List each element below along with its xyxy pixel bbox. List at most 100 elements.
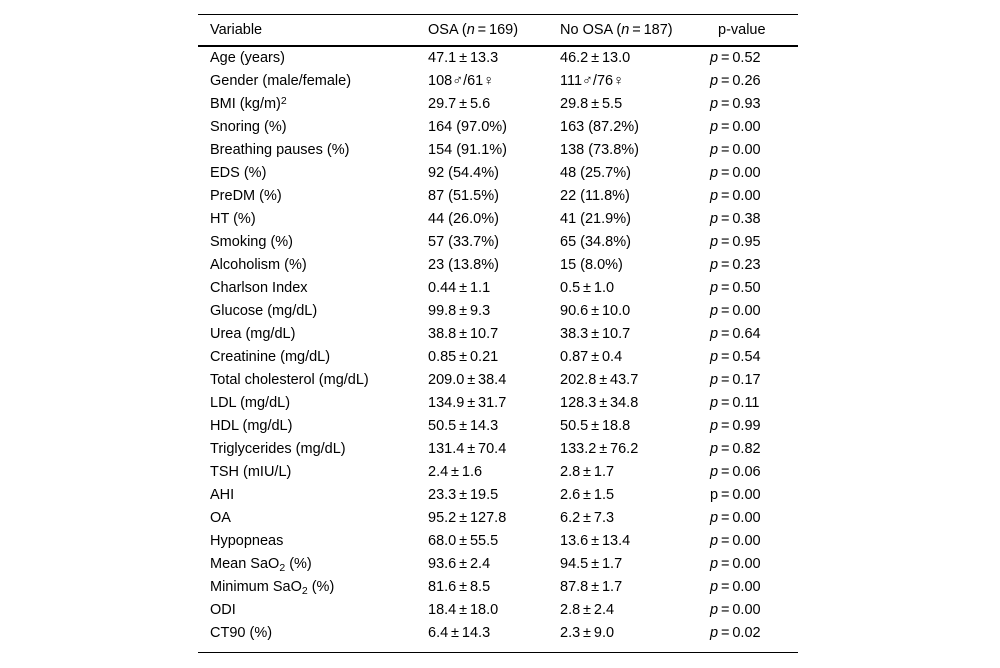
p-value-cell: p = 0.00	[710, 484, 798, 507]
table-row: Breathing pauses (%) 154 (91.1%) 138 (73.8…	[198, 139, 798, 162]
variable-label: Snoring (%)	[210, 119, 287, 135]
table-row: Hypopneas 68.0 ± 55.5 13.6 ± 13.4 p = 0.00	[198, 530, 798, 553]
p-number: = 0.00	[718, 602, 761, 618]
no-osa-value-cell: 50.5 ± 18.8	[560, 418, 631, 434]
no-osa-value-cell: 87.8 ± 1.7	[560, 579, 623, 595]
variable-label-suffix: (%)	[285, 556, 312, 572]
p-value-cell: p = 0.82	[710, 438, 798, 461]
table-body: Age (years) 47.1 ± 13.3 46.2 ± 13.0 p = 0.5…	[198, 46, 798, 653]
p-number: = 0.00	[718, 165, 761, 181]
variable-label: HT (%)	[210, 211, 256, 227]
no-osa-value-cell: 2.8 ± 2.4	[560, 602, 615, 618]
no-osa-value-cell: 65 (34.8%)	[560, 234, 631, 250]
no-osa-value-cell: 38.3 ± 10.7	[560, 326, 631, 342]
p-number: = 0.00	[718, 533, 761, 549]
no-osa-value-cell: 15 (8.0%)	[560, 257, 623, 273]
no-osa-value-cell: 0.87 ± 0.4	[560, 349, 623, 365]
table-row: Gender (male/female) 108♂/61♀ 111♂/76♀ p = …	[198, 70, 798, 93]
p-number: = 0.00	[718, 579, 761, 595]
no-osa-value-cell: 2.8 ± 1.7	[560, 464, 615, 480]
variable-cell: Minimum SaO2 (%)	[198, 576, 428, 599]
variable-cell: BMI (kg/m)2	[198, 93, 428, 116]
variable-label: Age (years)	[210, 50, 285, 66]
osa-value-cell: 23 (13.8%)	[428, 257, 499, 273]
p-number: = 0.00	[718, 142, 761, 158]
osa-value-cell: 131.4 ± 70.4	[428, 441, 507, 457]
no-osa-value-cell: 6.2 ± 7.3	[560, 510, 615, 526]
variable-cell: Snoring (%)	[198, 116, 428, 139]
p-number: = 0.64	[718, 326, 761, 342]
osa-value-cell: 93.6 ± 2.4	[428, 556, 491, 572]
variable-cell: Alcoholism (%)	[198, 254, 428, 277]
variable-cell: Gender (male/female)	[198, 70, 428, 93]
variable-cell: Hypopneas	[198, 530, 428, 553]
column-header-osa: OSA (n = 169)	[428, 14, 560, 47]
p-number: = 0.26	[718, 73, 761, 89]
table-row: Mean SaO2 (%) 93.6 ± 2.4 94.5 ± 1.7 p = 0.0…	[198, 553, 798, 576]
variable-label: Smoking (%)	[210, 234, 293, 250]
p-number: = 0.11	[718, 395, 760, 411]
variable-cell: OA	[198, 507, 428, 530]
no-osa-value-cell: 94.5 ± 1.7	[560, 556, 623, 572]
p-number: = 0.99	[718, 418, 761, 434]
variable-label: Charlson Index	[210, 280, 308, 296]
p-number: = 0.06	[718, 464, 761, 480]
variable-cell: HT (%)	[198, 208, 428, 231]
variable-cell: Glucose (mg/dL)	[198, 300, 428, 323]
p-number: = 0.00	[718, 556, 761, 572]
variable-label: Alcoholism (%)	[210, 257, 307, 273]
p-value-cell: p = 0.00	[710, 553, 798, 576]
osa-value-cell: 38.8 ± 10.7	[428, 326, 499, 342]
p-value-cell: p = 0.50	[710, 277, 798, 300]
p-symbol: p	[710, 165, 719, 181]
variable-cell: ODI	[198, 599, 428, 622]
variable-superscript: 2	[280, 95, 287, 107]
table-row: Snoring (%) 164 (97.0%) 163 (87.2%) p = 0.0…	[198, 116, 798, 139]
no-osa-header-n: n	[621, 22, 630, 38]
variable-label: Mean SaO	[210, 556, 280, 572]
p-value-cell: p = 0.23	[710, 254, 798, 277]
p-symbol: p	[710, 556, 719, 572]
variable-cell: EDS (%)	[198, 162, 428, 185]
p-symbol: p	[710, 96, 719, 112]
variable-cell: TSH (mIU/L)	[198, 461, 428, 484]
table-row: Glucose (mg/dL) 99.8 ± 9.3 90.6 ± 10.0 p = …	[198, 300, 798, 323]
p-number: = 0.93	[718, 96, 761, 112]
p-number: = 0.82	[718, 441, 761, 457]
osa-value-cell: 164 (97.0%)	[428, 119, 507, 135]
p-number: = 0.00	[718, 487, 761, 503]
p-value-cell: p = 0.99	[710, 415, 798, 438]
p-symbol: p	[710, 188, 719, 204]
variable-label: Breathing pauses (%)	[210, 142, 350, 158]
osa-value-cell: 154 (91.1%)	[428, 142, 507, 158]
variable-cell: Mean SaO2 (%)	[198, 553, 428, 576]
variable-label: LDL (mg/dL)	[210, 395, 291, 411]
osa-comparison-table: Variable OSA (n = 169) No OSA (n = 187) …	[198, 14, 798, 653]
p-value-cell: p = 0.11	[710, 392, 798, 415]
p-symbol: p	[710, 119, 719, 135]
p-value-cell: p = 0.00	[710, 507, 798, 530]
p-value-cell: p = 0.00	[710, 300, 798, 323]
variable-label: Total cholesterol (mg/dL)	[210, 372, 369, 388]
p-symbol: p	[710, 349, 719, 365]
variable-cell: Urea (mg/dL)	[198, 323, 428, 346]
p-symbol: p	[710, 464, 719, 480]
no-osa-value-cell: 2.6 ± 1.5	[560, 487, 615, 503]
p-symbol: p	[710, 441, 719, 457]
no-osa-value-cell: 22 (11.8%)	[560, 188, 630, 204]
p-symbol: p	[710, 142, 719, 158]
no-osa-value-cell: 111♂/76♀	[560, 73, 624, 89]
p-value-cell: p = 0.64	[710, 323, 798, 346]
osa-value-cell: 68.0 ± 55.5	[428, 533, 499, 549]
p-number: = 0.00	[718, 188, 761, 204]
table-row: Total cholesterol (mg/dL) 209.0 ± 38.4 202…	[198, 369, 798, 392]
p-number: = 0.02	[718, 625, 761, 641]
table-row: PreDM (%) 87 (51.5%) 22 (11.8%) p = 0.00	[198, 185, 798, 208]
p-symbol: p	[710, 211, 719, 227]
p-symbol: p	[710, 602, 719, 618]
osa-value-cell: 108♂/61♀	[428, 73, 495, 89]
osa-value-cell: 209.0 ± 38.4	[428, 372, 507, 388]
no-osa-value-cell: 202.8 ± 43.7	[560, 372, 639, 388]
table-row: Age (years) 47.1 ± 13.3 46.2 ± 13.0 p = 0.5…	[198, 46, 798, 70]
table-row: Alcoholism (%) 23 (13.8%) 15 (8.0%) p = 0.2…	[198, 254, 798, 277]
